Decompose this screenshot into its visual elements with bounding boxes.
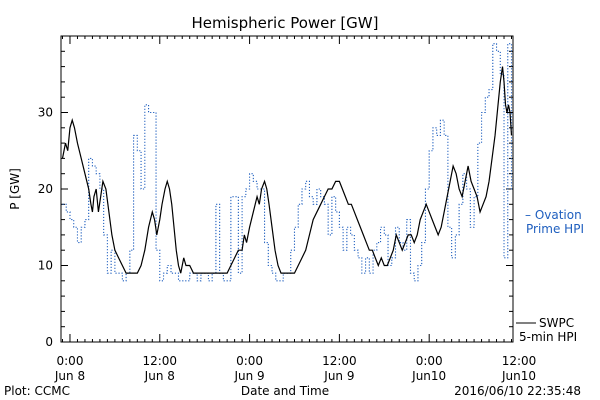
x-tick-date-label: Jun 9: [323, 369, 354, 383]
x-tick-date-label: Jun10: [501, 369, 536, 383]
x-axis-label: Date and Time: [241, 384, 329, 398]
legend-swpc-label-line2: 5-min HPI: [519, 330, 577, 344]
timestamp: 2016/06/10 22:35:48: [454, 384, 581, 398]
x-tick-time-label: 12:00: [502, 354, 537, 368]
x-tick-time-label: 0:00: [416, 354, 443, 368]
plot-credit: Plot: CCMC: [4, 384, 70, 398]
series-layer: [61, 43, 513, 282]
legend-swpc-label-line1: SWPC: [539, 316, 574, 330]
x-tick-date-label: Jun 8: [54, 369, 85, 383]
x-tick-time-label: 12:00: [142, 354, 177, 368]
series-swpc-5min-hpi: [61, 66, 513, 274]
x-tick-time-label: 0:00: [236, 354, 263, 368]
series-ovation-prime-hpi: [62, 43, 513, 282]
plot-frame: [60, 35, 514, 343]
y-tick-label: 30: [38, 106, 53, 120]
x-tick-date-label: Jun10: [411, 369, 446, 383]
y-tick-label: 10: [38, 259, 53, 273]
x-tick-date-label: Jun 9: [233, 369, 264, 383]
y-tick-label: 0: [45, 335, 53, 349]
x-tick-time-label: 0:00: [57, 354, 84, 368]
legend-ovation-label-line1: – Ovation: [525, 208, 582, 222]
y-axis-label: P [GW]: [8, 168, 22, 210]
y-axis: 0 10 20 30: [38, 35, 513, 349]
legend-ovation-label-line2: Prime HPI: [526, 222, 584, 236]
x-tick-date-label: Jun 8: [144, 369, 175, 383]
y-tick-label: 20: [38, 182, 53, 196]
chart-title: Hemispheric Power [GW]: [192, 14, 379, 32]
x-tick-time-label: 12:00: [322, 354, 357, 368]
